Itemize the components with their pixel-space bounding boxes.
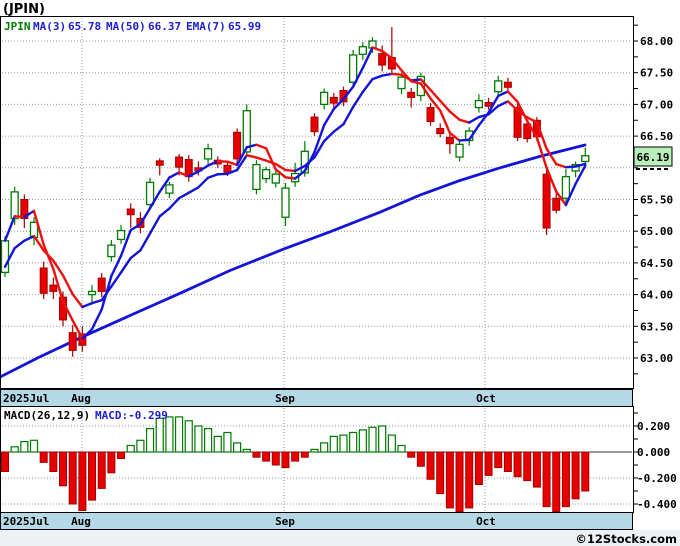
svg-text:-0.400: -0.400 (637, 498, 677, 511)
svg-text:63.00: 63.00 (640, 352, 673, 365)
svg-text:0.200: 0.200 (637, 420, 670, 433)
svg-text:64.00: 64.00 (640, 289, 673, 302)
date-axis-lower: 2025Jul Aug Sep Oct (3, 515, 496, 528)
month-label-jul-2: 2025Jul (3, 515, 49, 528)
price-legend: JPIN MA(3) 65.78 MA(50) 66.37 EMA(7) 65.… (4, 20, 261, 33)
legend-ema7-value: 65.99 (228, 20, 261, 33)
svg-text:68.00: 68.00 (640, 35, 673, 48)
legend-ma3-value: 65.78 (68, 20, 101, 33)
svg-text:-0.200: -0.200 (637, 472, 677, 485)
month-label-jul: 2025Jul (3, 392, 49, 405)
month-label-oct: Oct (476, 392, 496, 405)
month-label-sep: Sep (275, 392, 295, 405)
macd-legend: MACD(26,12,9) MACD:-0.299 (4, 409, 168, 422)
chart-title: (JPIN) (3, 2, 45, 17)
svg-text:64.50: 64.50 (640, 257, 673, 270)
legend-ema7-label: EMA(7) (186, 20, 226, 33)
legend-symbol: JPIN (4, 20, 31, 33)
macd-legend-label: MACD(26,12,9) (4, 409, 90, 422)
svg-text:67.50: 67.50 (640, 67, 673, 80)
svg-text:67.00: 67.00 (640, 98, 673, 111)
svg-text:65.50: 65.50 (640, 194, 673, 207)
month-label-oct-2: Oct (476, 515, 496, 528)
last-price-badge: 66.19 (636, 151, 669, 164)
legend-ma50-value: 66.37 (148, 20, 181, 33)
month-label-sep-2: Sep (275, 515, 295, 528)
svg-text:66.50: 66.50 (640, 130, 673, 143)
svg-text:63.50: 63.50 (640, 320, 673, 333)
date-axis-upper: 2025Jul Aug Sep Oct (3, 392, 496, 405)
legend-ma3-label: MA(3) (33, 20, 66, 33)
watermark: ©12Stocks.com (575, 532, 677, 546)
month-label-aug-2: Aug (71, 515, 91, 528)
svg-text:0.000: 0.000 (637, 446, 670, 459)
svg-text:65.00: 65.00 (640, 225, 673, 238)
macd-legend-value: MACD:-0.299 (95, 409, 168, 422)
legend-ma50-label: MA(50) (106, 20, 146, 33)
month-label-aug: Aug (71, 392, 91, 405)
